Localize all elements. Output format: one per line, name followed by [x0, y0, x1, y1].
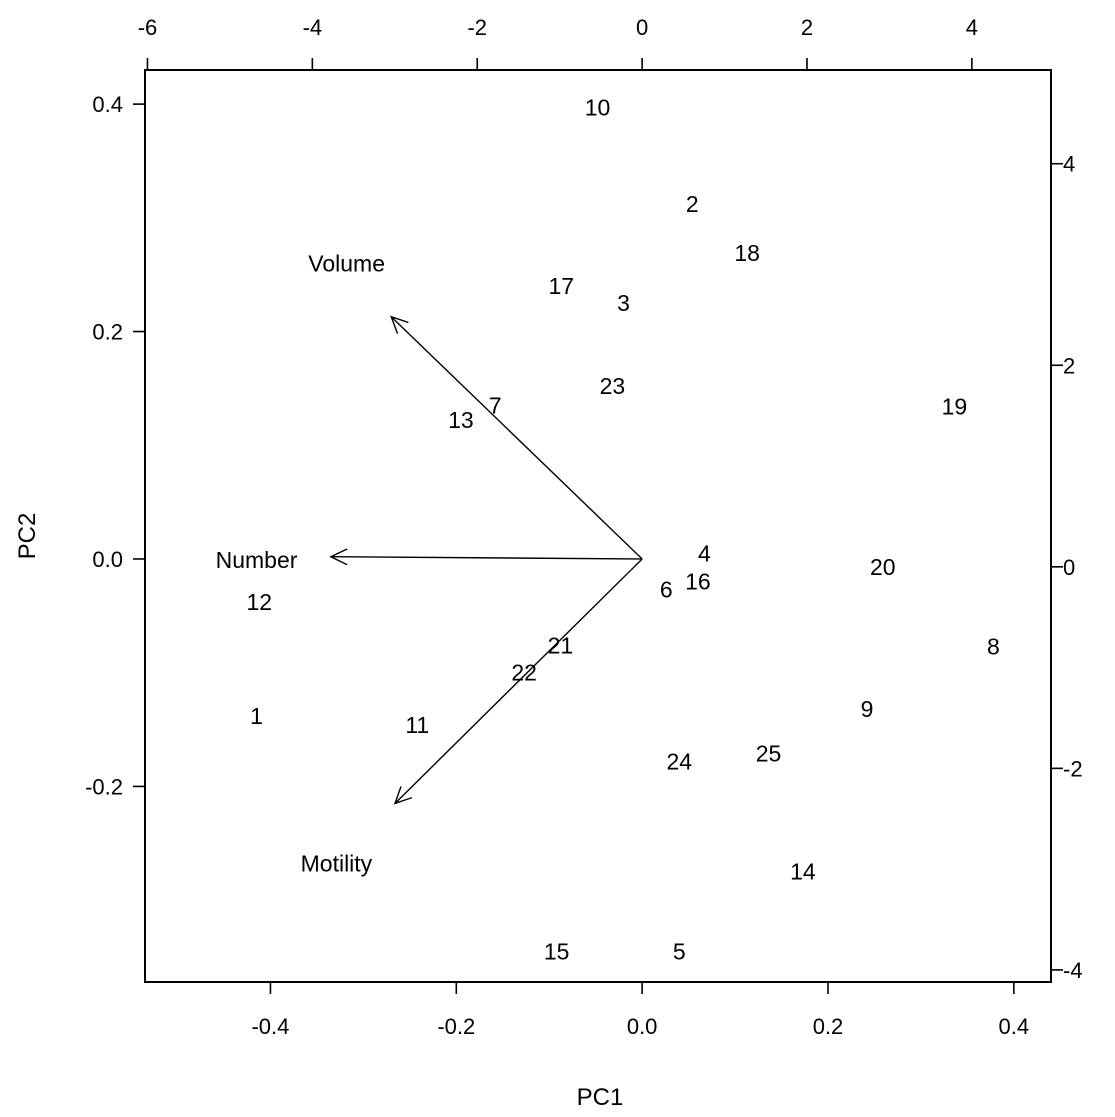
observation-label: 7 [489, 392, 502, 418]
top-tick-label: 2 [801, 15, 813, 40]
left-tick-label: 0.4 [92, 92, 123, 117]
variable-arrows: Volume Number Motility [216, 250, 643, 877]
observation-label: 18 [734, 240, 760, 266]
left-tick-label: 0.2 [92, 320, 123, 345]
variable-arrowhead [390, 315, 409, 334]
right-tick-label: -4 [1063, 958, 1083, 983]
observation-label: 1 [250, 703, 263, 729]
variable-arrowhead [393, 786, 413, 805]
observation-label: 15 [544, 938, 570, 964]
variable-arrow-line [394, 558, 643, 804]
variable-label: Volume [308, 250, 385, 276]
observation-label: 9 [861, 696, 874, 722]
top-tick-label: 0 [636, 15, 648, 40]
observation-label: 12 [246, 589, 272, 615]
left-tick-label: 0.0 [92, 547, 123, 572]
variable-arrow-line [330, 556, 643, 560]
observation-label: 2 [686, 191, 699, 217]
observation-label: 24 [667, 748, 693, 774]
observation-label: 17 [548, 273, 574, 299]
observation-label: 21 [548, 632, 574, 658]
observation-label: 23 [600, 373, 626, 399]
observation-label: 25 [756, 740, 782, 766]
variable-arrow-line [390, 316, 643, 560]
top-tick-label: 4 [966, 15, 978, 40]
top-tick-label: -6 [138, 15, 158, 40]
observation-label: 20 [870, 554, 896, 580]
right-tick-label: 4 [1063, 152, 1075, 177]
observation-label: 3 [617, 290, 630, 316]
bottom-tick-label: -0.4 [251, 1014, 289, 1039]
observation-label: 8 [987, 634, 1000, 660]
right-tick-label: 2 [1063, 353, 1075, 378]
bottom-tick-label: 0.2 [813, 1014, 844, 1039]
bottom-tick-label: -0.2 [437, 1014, 475, 1039]
y-axis-title: PC2 [14, 513, 41, 560]
observation-label: 13 [448, 407, 474, 433]
x-axis-title: PC1 [577, 1084, 624, 1111]
plot-frame [144, 69, 1052, 983]
observation-label: 4 [698, 540, 711, 566]
observation-label: 11 [405, 712, 429, 738]
bottom-tick-label: 0.4 [999, 1014, 1030, 1039]
observation-label: 10 [585, 95, 611, 121]
bottom-tick-label: 0.0 [627, 1014, 658, 1039]
observation-label: 22 [511, 660, 537, 686]
observation-label: 14 [790, 859, 816, 885]
right-tick-label: 0 [1063, 555, 1075, 580]
observation-label: 16 [685, 569, 711, 595]
observation-label: 5 [673, 938, 686, 964]
observation-label: 6 [660, 577, 673, 603]
left-tick-label: -0.2 [85, 774, 123, 799]
top-tick-label: -4 [303, 15, 323, 40]
variable-arrowhead [329, 548, 348, 566]
right-tick-label: -2 [1063, 756, 1083, 781]
variable-label: Motility [301, 851, 373, 877]
observation-label: 19 [942, 394, 968, 420]
variable-label: Number [216, 547, 298, 573]
axes-layer: -0.4 -0.2 0.0 0.2 0.4-0.20.00.20.4-6 -4 -2 0 2 4-… [85, 15, 1082, 1039]
top-tick-label: -2 [467, 15, 487, 40]
